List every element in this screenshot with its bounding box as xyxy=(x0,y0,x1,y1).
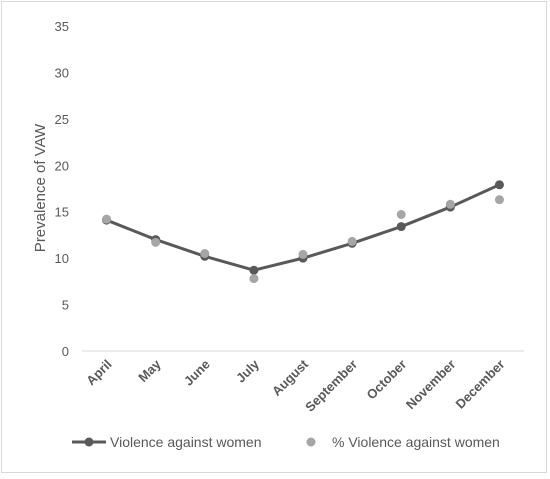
data-point xyxy=(102,214,112,224)
data-point xyxy=(445,199,455,209)
legend-marker-swatch xyxy=(306,437,316,447)
legend: Violence against women % Violence against… xyxy=(72,434,500,450)
series-layer xyxy=(102,180,504,284)
x-tick-label: May xyxy=(135,356,164,385)
data-point xyxy=(298,249,308,259)
line-chart: Prevalence of VAW 0 5 10 15 20 25 30 35 April Ma… xyxy=(32,19,524,450)
y-tick-label: 35 xyxy=(55,19,69,34)
x-tick-label: August xyxy=(269,356,312,399)
y-tick-label: 20 xyxy=(55,158,69,173)
data-point xyxy=(494,195,504,205)
legend-label: % Violence against women xyxy=(332,434,500,450)
legend-marker-swatch xyxy=(84,437,94,447)
series-1 xyxy=(102,195,504,284)
legend-label: Violence against women xyxy=(110,434,262,450)
x-tick-label: November xyxy=(403,357,459,413)
legend-item: % Violence against women xyxy=(306,434,500,450)
data-point xyxy=(151,237,161,247)
x-tick-label: April xyxy=(83,357,115,389)
data-point xyxy=(396,210,406,219)
data-point xyxy=(249,265,259,275)
y-tick-label: 10 xyxy=(55,251,69,266)
chart-container: Prevalence of VAW 0 5 10 15 20 25 30 35 April Ma… xyxy=(1,1,547,473)
y-axis-title: Prevalence of VAW xyxy=(32,123,49,252)
x-tick-label: December xyxy=(452,357,507,412)
x-tick-label: June xyxy=(181,357,213,389)
data-point xyxy=(494,180,504,190)
y-tick-label: 15 xyxy=(55,205,69,220)
series-0 xyxy=(102,180,504,275)
x-tick-label: September xyxy=(302,357,360,415)
data-point xyxy=(347,236,357,246)
x-tick-label: July xyxy=(233,356,263,386)
data-point xyxy=(249,274,259,284)
y-tick-label: 0 xyxy=(62,344,69,359)
y-tick-label: 30 xyxy=(55,65,69,80)
y-axis-ticks: 0 5 10 15 20 25 30 35 xyxy=(55,19,69,359)
data-point xyxy=(200,249,210,258)
x-tick-label: October xyxy=(363,357,409,403)
y-tick-label: 25 xyxy=(55,112,69,127)
legend-item: Violence against women xyxy=(72,434,262,450)
y-tick-label: 5 xyxy=(62,298,69,313)
data-point xyxy=(396,222,406,232)
